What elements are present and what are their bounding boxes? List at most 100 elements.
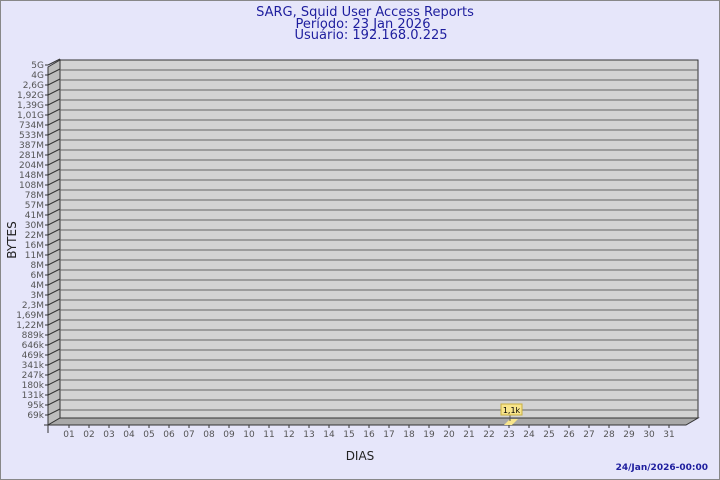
y-tick-label: 180k: [22, 381, 45, 391]
y-tick-label: 8M: [31, 261, 45, 271]
y-tick-slant: [47, 118, 61, 126]
y-tick-slant: [47, 248, 61, 256]
chart-title: SARG, Squid User Access Reports: [256, 5, 474, 20]
y-tick-label: 11M: [25, 251, 44, 261]
x-tick-label: 31: [663, 430, 674, 440]
x-tick-label: 19: [423, 430, 435, 440]
y-tick-slant: [47, 318, 61, 326]
x-tick-label: 14: [323, 430, 335, 440]
y-tick-label: 3M: [31, 291, 45, 301]
y-tick-label: 1,39G: [17, 101, 44, 111]
x-tick-label: 15: [343, 430, 354, 440]
x-tick-label: 17: [383, 430, 394, 440]
y-tick-slant: [47, 158, 61, 166]
x-tick-label: 11: [263, 430, 274, 440]
y-tick-slant: [47, 108, 61, 116]
y-tick-slant: [47, 188, 61, 196]
x-tick-label: 09: [223, 430, 235, 440]
data-label-box: [500, 403, 523, 416]
x-tick-label: 16: [363, 430, 375, 440]
x-tick-label: 20: [443, 430, 455, 440]
x-tick-label: 29: [623, 430, 635, 440]
y-tick-slant: [47, 388, 61, 396]
x-tick-label: 06: [163, 430, 175, 440]
y-tick-slant: [47, 88, 61, 96]
x-axis-label: DIAS: [346, 449, 375, 463]
y-tick-label: 734M: [19, 121, 44, 131]
x-tick-label: 02: [83, 430, 94, 440]
y-tick-slant: [47, 168, 61, 176]
y-tick-slant: [47, 368, 61, 376]
y-tick-slant: [47, 378, 61, 386]
y-tick-slant: [47, 228, 61, 236]
y-tick-label: 69k: [27, 411, 44, 421]
x-tick-label: 13: [303, 430, 314, 440]
x-tick-label: 10: [243, 430, 255, 440]
y-tick-label: 30M: [25, 221, 44, 231]
y-tick-label: 341k: [22, 361, 45, 371]
y-tick-label: 5G: [31, 61, 44, 71]
y-tick-slant: [47, 58, 61, 66]
x-tick-label: 21: [463, 430, 474, 440]
y-tick-slant: [47, 408, 61, 416]
x-tick-label: 08: [203, 430, 215, 440]
y-tick-slant: [47, 298, 61, 306]
y-tick-slant: [47, 138, 61, 146]
y-tick-label: 1,92G: [17, 91, 44, 101]
x-tick-label: 03: [103, 430, 114, 440]
y-tick-label: 2,3M: [22, 301, 44, 311]
y-tick-label: 1,01G: [17, 111, 44, 121]
y-tick-slant: [47, 358, 61, 366]
x-tick-label: 30: [643, 430, 655, 440]
x-tick-label: 27: [583, 430, 594, 440]
y-tick-slant: [47, 348, 61, 356]
y-tick-slant: [47, 78, 61, 86]
chart-subtitle-period: Período: 23 Jan 2026: [296, 17, 431, 32]
y-tick-label: 387M: [19, 141, 44, 151]
y-tick-label: 22M: [25, 231, 44, 241]
y-tick-slant: [47, 198, 61, 206]
y-tick-slant: [47, 288, 61, 296]
y-tick-label: 2,6G: [23, 81, 44, 91]
x-tick-label: 01: [63, 430, 74, 440]
y-tick-label: 533M: [19, 131, 44, 141]
y-tick-label: 41M: [25, 211, 44, 221]
x-tick-label: 24: [523, 430, 535, 440]
y-tick-label: 281M: [19, 151, 44, 161]
floor: [46, 417, 700, 426]
bar-day-23: [504, 419, 518, 425]
y-tick-slant: [47, 178, 61, 186]
y-tick-label: 1,22M: [16, 321, 44, 331]
x-tick-label: 07: [183, 430, 194, 440]
y-tick-slant: [47, 278, 61, 286]
y-tick-label: 148M: [19, 171, 44, 181]
y-tick-slant: [47, 338, 61, 346]
y-tick-label: 131k: [22, 391, 45, 401]
back-wall: [59, 59, 699, 419]
y-tick-label: 78M: [25, 191, 44, 201]
x-tick-label: 25: [543, 430, 554, 440]
y-tick-label: 57M: [25, 201, 44, 211]
y-tick-label: 469k: [22, 351, 45, 361]
footer-timestamp: 24/Jan/2026-00:00: [616, 463, 708, 473]
y-tick-label: 889k: [22, 331, 45, 341]
y-tick-label: 4M: [31, 281, 45, 291]
y-tick-label: 204M: [19, 161, 44, 171]
y-tick-slant: [47, 128, 61, 136]
x-tick-label: 04: [123, 430, 135, 440]
y-tick-slant: [47, 328, 61, 336]
chart-subtitle-user: Usuário: 192.168.0.225: [294, 28, 447, 43]
y-tick-slant: [47, 238, 61, 246]
data-label: 1,1k: [503, 406, 521, 415]
y-axis-label: BYTES: [5, 221, 19, 258]
x-tick-label: 22: [483, 430, 494, 440]
y-tick-label: 646k: [22, 341, 45, 351]
x-tick-label: 26: [563, 430, 575, 440]
x-tick-label: 28: [603, 430, 615, 440]
y-tick-label: 108M: [19, 181, 44, 191]
y-tick-slant: [47, 98, 61, 106]
x-tick-label: 18: [403, 430, 415, 440]
y-tick-slant: [47, 208, 61, 216]
y-tick-label: 16M: [25, 241, 44, 251]
